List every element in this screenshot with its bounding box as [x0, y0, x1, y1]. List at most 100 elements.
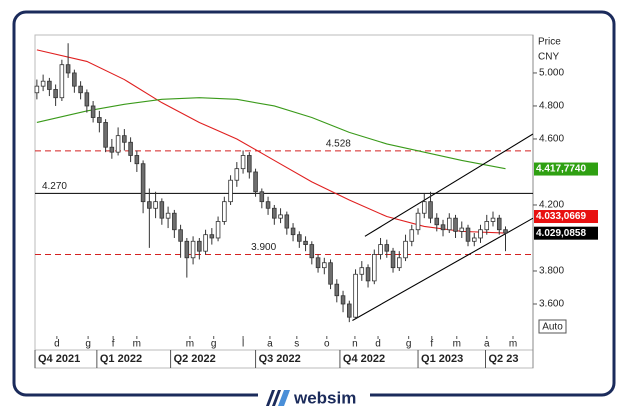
candle-body	[47, 80, 52, 90]
x-tick-label: o	[324, 339, 330, 350]
candle	[65, 43, 71, 78]
candle-body	[403, 240, 408, 259]
candle	[78, 81, 83, 100]
candle	[353, 269, 358, 319]
candle	[184, 237, 190, 278]
candle-body	[328, 262, 333, 285]
x-tick-label: m	[509, 339, 517, 350]
y-tick-label: 3.600	[539, 299, 564, 310]
x-tick-label: f	[430, 339, 433, 350]
candle	[209, 228, 215, 245]
candle-body	[134, 155, 140, 165]
candle	[490, 211, 496, 227]
candle-body	[140, 163, 146, 203]
candle-body	[409, 229, 415, 242]
candle-body	[347, 303, 352, 318]
candle	[390, 247, 396, 273]
candle-body	[159, 201, 165, 219]
candle	[90, 101, 96, 123]
candle-body	[109, 146, 115, 153]
candle	[190, 236, 196, 265]
candle-body	[309, 244, 315, 259]
candle	[403, 234, 408, 262]
auto-button[interactable]	[538, 319, 567, 334]
candle	[290, 223, 296, 242]
candle-body	[397, 257, 402, 269]
candle-body	[222, 201, 227, 222]
candle	[272, 204, 277, 225]
x-tick-label: g	[406, 339, 412, 350]
horizontal-line-label-bg	[39, 180, 68, 192]
candle	[84, 89, 90, 113]
candle	[328, 259, 333, 290]
candle-body	[190, 240, 196, 259]
quarter-label: Q3 2022	[259, 353, 301, 365]
candle-body	[103, 122, 108, 148]
candle-body	[278, 214, 283, 219]
candle	[303, 236, 308, 252]
candle	[484, 214, 490, 235]
candle-body	[172, 212, 177, 231]
candle	[172, 209, 177, 238]
x-tick-label: a	[267, 339, 273, 350]
x-tick-label: m	[186, 339, 194, 350]
candle	[40, 74, 46, 92]
candle-body	[390, 250, 396, 269]
candle-body	[384, 244, 390, 252]
candle-body	[184, 240, 190, 259]
candle	[434, 213, 440, 232]
candle	[309, 241, 315, 265]
candle	[240, 150, 246, 174]
x-tick-label: a	[484, 339, 490, 350]
candle-body	[490, 217, 496, 222]
candle	[147, 188, 152, 248]
candle-body	[496, 217, 502, 231]
horizontal-line-label: 4.528	[326, 138, 351, 149]
candle-body	[446, 217, 452, 231]
candle-body	[122, 135, 127, 143]
moving-average	[36, 97, 506, 170]
candle	[228, 175, 233, 205]
horizontal-line-label-bg	[323, 137, 352, 149]
candle-body	[72, 72, 77, 87]
candle-body	[459, 227, 465, 232]
price-tag-label: 4.029,0858	[536, 228, 586, 239]
price-tag-label: 4.033,0669	[536, 211, 586, 222]
candle	[47, 77, 52, 97]
candle-body	[471, 237, 477, 242]
price-tag	[534, 226, 598, 240]
candle	[378, 237, 383, 260]
price-tag-label: 4.417,7740	[536, 164, 586, 175]
horizontal-line-label-bg	[249, 241, 278, 253]
quarter-label: Q2 23	[489, 353, 519, 365]
y-tick-label: 4.800	[539, 101, 564, 112]
candle	[203, 229, 208, 255]
candle-body	[303, 240, 308, 245]
y-tick-label: 4.200	[539, 200, 564, 211]
candle	[465, 224, 471, 247]
candle-body	[34, 85, 40, 94]
quarter-label: Q2 2022	[174, 353, 216, 365]
quarter-label: Q1 2023	[421, 353, 463, 365]
candle-body	[53, 89, 58, 99]
candle	[178, 224, 183, 258]
candle-body	[203, 234, 208, 252]
candle	[109, 138, 115, 159]
candle	[478, 224, 483, 243]
y-tick-label: 4.600	[539, 134, 564, 145]
candle	[247, 152, 252, 179]
quarter-label: Q4 2022	[343, 353, 385, 365]
y-tick-label: 3.800	[539, 266, 564, 277]
auto-button-label[interactable]: Auto	[542, 322, 563, 333]
candle-body	[422, 201, 427, 214]
candle-body	[115, 135, 121, 153]
candle-body	[259, 191, 265, 203]
logo-icon	[266, 390, 290, 406]
candle	[115, 127, 121, 156]
candle	[53, 84, 58, 106]
candle-body	[353, 273, 358, 318]
x-tick-label: d	[54, 339, 60, 350]
x-tick-label: m	[133, 339, 141, 350]
candle-body	[240, 155, 246, 170]
unit-label: CNY	[538, 52, 559, 63]
